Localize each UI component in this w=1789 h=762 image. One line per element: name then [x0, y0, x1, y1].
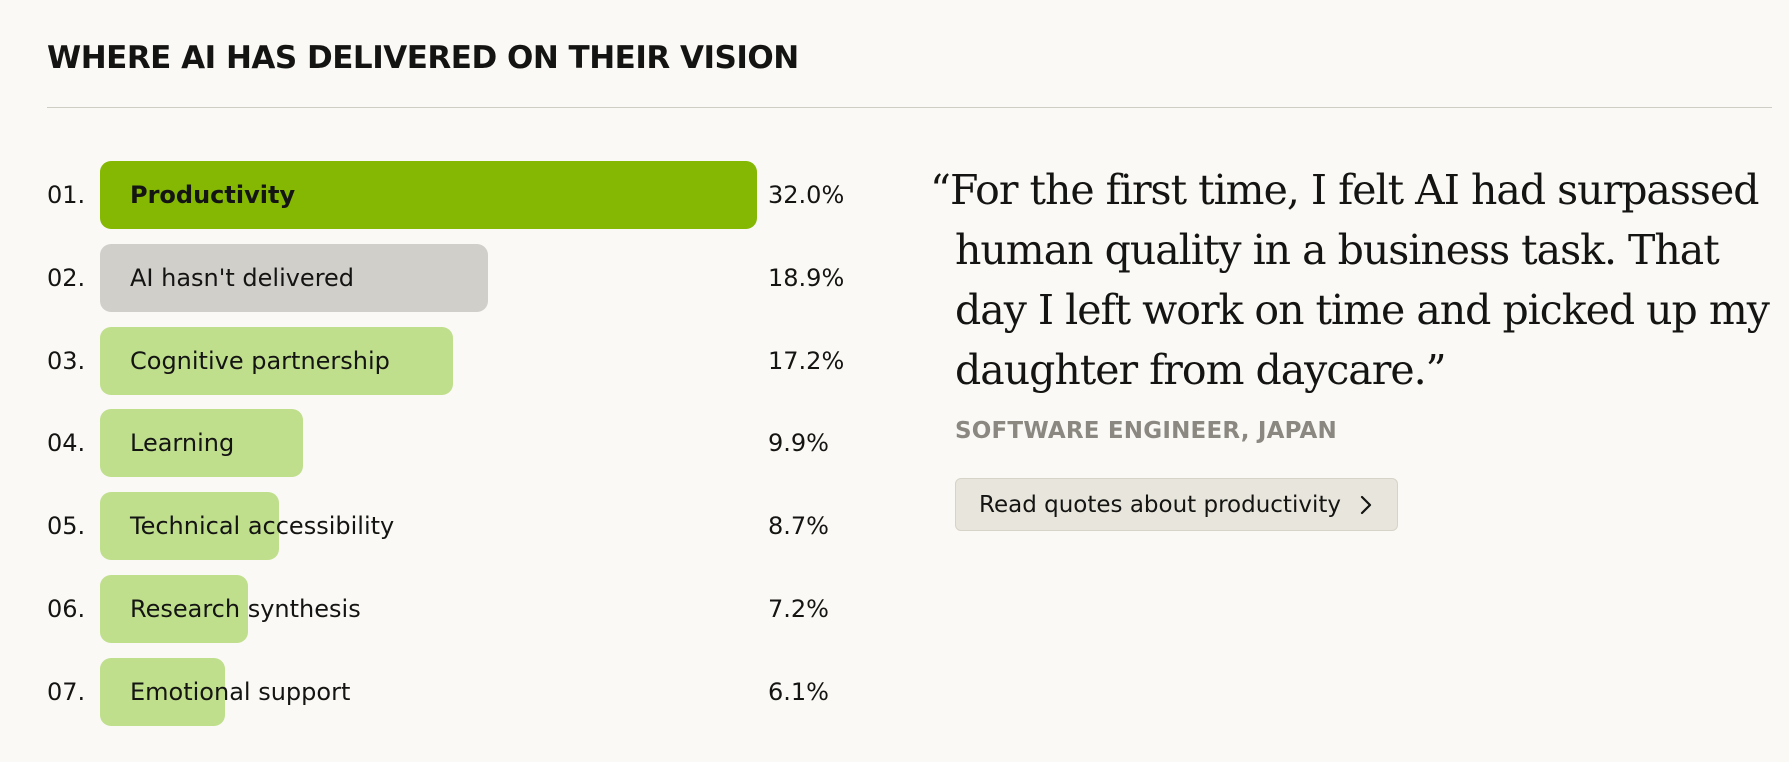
- rank-label: 05.: [47, 512, 86, 541]
- bar: [100, 161, 757, 229]
- value-label: 8.7%: [768, 512, 829, 541]
- value-label: 7.2%: [768, 595, 829, 623]
- bar-label: Cognitive partnership: [130, 346, 390, 375]
- bar-label: AI hasn't delivered: [130, 263, 355, 292]
- value-label: 6.1%: [768, 677, 829, 706]
- divider: [47, 107, 1772, 108]
- bar: [100, 409, 304, 478]
- read-quotes-button[interactable]: Read quotes about productivity: [955, 478, 1398, 531]
- bar: [100, 492, 279, 561]
- rank-label: 07.: [47, 677, 86, 706]
- value-label: 32.0%: [768, 181, 845, 209]
- bar: [100, 575, 248, 643]
- chart-row: 06. Research synthesis 7.2%: [0, 575, 880, 643]
- chart-row: 05. Technical accessibility 8.7%: [0, 492, 880, 561]
- section-title: WHERE AI HAS DELIVERED ON THEIR VISION: [47, 40, 799, 76]
- quote-text: “For the first time, I felt AI had surpa…: [930, 166, 1770, 394]
- value-label: 17.2%: [768, 346, 845, 375]
- bar: [100, 657, 226, 726]
- bar-label: Learning: [130, 429, 235, 458]
- bar-chart: 01. Productivity 32.0% 02. AI hasn't deliver…: [0, 161, 880, 726]
- chart-row: 01. Productivity 32.0%: [0, 161, 880, 229]
- rank-label: 03.: [47, 346, 86, 375]
- bar-label: Productivity: [130, 181, 296, 209]
- rank-label: 02.: [47, 263, 86, 292]
- bar: [100, 243, 489, 312]
- bar-label: Technical accessibility: [130, 512, 395, 541]
- bar-label: Emotional support: [130, 677, 351, 706]
- quote-attribution: SOFTWARE ENGINEER, JAPAN: [955, 418, 1337, 444]
- bar-label: Research synthesis: [130, 595, 361, 623]
- chart-row: 04. Learning 9.9%: [0, 409, 880, 478]
- value-label: 18.9%: [768, 263, 845, 292]
- rank-label: 04.: [47, 429, 86, 458]
- bar: [100, 326, 454, 395]
- read-quotes-label: Read quotes about productivity: [979, 491, 1341, 518]
- value-label: 9.9%: [768, 429, 829, 458]
- chevron-right-icon: [1360, 495, 1372, 514]
- chart-row: 03. Cognitive partnership 17.2%: [0, 326, 880, 395]
- chart-row: 02. AI hasn't delivered 18.9%: [0, 243, 880, 312]
- quote-block: “For the first time, I felt AI had surpa…: [930, 160, 1775, 531]
- rank-label: 01.: [47, 181, 86, 209]
- rank-label: 06.: [47, 595, 86, 623]
- chart-row: 07. Emotional support 6.1%: [0, 657, 880, 726]
